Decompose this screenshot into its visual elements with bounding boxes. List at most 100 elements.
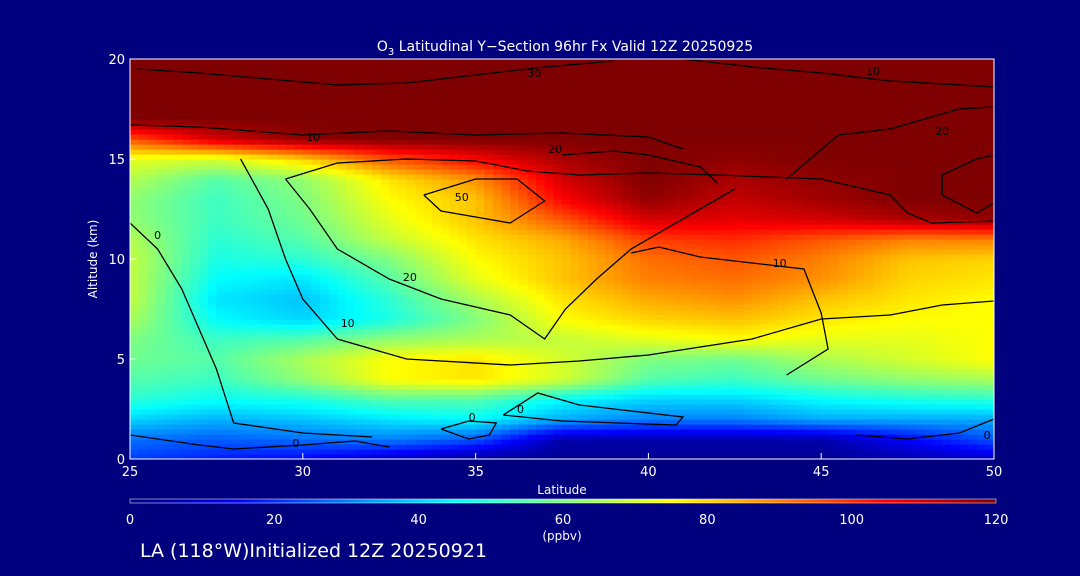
heatmap-cell [691, 344, 701, 350]
heatmap-cell [950, 254, 961, 260]
heatmap-cell [898, 424, 909, 430]
heatmap-cell [553, 209, 563, 215]
heatmap-cell [397, 409, 408, 415]
heatmap-cell [959, 404, 969, 410]
heatmap-cell [389, 324, 399, 330]
heatmap-cell [769, 374, 779, 380]
heatmap-cell [864, 419, 874, 425]
heatmap-cell [665, 434, 675, 440]
heatmap-cell [665, 284, 675, 290]
heatmap-cell [829, 359, 840, 365]
heatmap-cell [976, 334, 986, 340]
heatmap-cell [294, 214, 304, 220]
heatmap-cell [933, 279, 943, 285]
heatmap-cell [890, 429, 900, 435]
heatmap-cell [605, 384, 615, 390]
heatmap-cell [786, 274, 796, 280]
heatmap-cell [441, 409, 451, 415]
heatmap-cell [225, 404, 235, 410]
heatmap-cell [242, 264, 252, 270]
heatmap-cell [570, 209, 580, 215]
heatmap-cell [890, 384, 900, 390]
heatmap-cell [536, 244, 546, 250]
heatmap-cell [501, 354, 511, 360]
heatmap-cell [207, 374, 217, 380]
heatmap-cell [985, 389, 994, 395]
heatmap-cell [492, 404, 503, 410]
heatmap-cell [225, 349, 235, 355]
heatmap-cell [501, 419, 511, 425]
heatmap-cell [216, 364, 226, 370]
heatmap-cell [786, 364, 796, 370]
heatmap-cell [916, 444, 926, 450]
heatmap-cell [708, 259, 719, 265]
heatmap-cell [173, 319, 183, 325]
heatmap-cell [691, 394, 701, 400]
heatmap-cell [432, 384, 442, 390]
heatmap-cell [933, 239, 943, 245]
heatmap-cell [181, 399, 192, 405]
heatmap-cell [337, 259, 347, 265]
heatmap-cell [389, 244, 399, 250]
heatmap-cell [527, 284, 537, 290]
heatmap-cell [812, 404, 822, 410]
heatmap-cell [916, 269, 926, 275]
heatmap-cell [873, 314, 883, 320]
heatmap-cell [795, 239, 805, 245]
heatmap-cell [553, 314, 563, 320]
heatmap-cell [181, 284, 192, 290]
heatmap-cell [579, 324, 589, 330]
heatmap-cell [233, 349, 243, 355]
heatmap-cell [639, 379, 649, 385]
heatmap-cell [968, 284, 978, 290]
heatmap-cell [302, 434, 313, 440]
heatmap-cell [838, 419, 848, 425]
heatmap-cell [907, 359, 917, 365]
heatmap-cell [458, 254, 468, 260]
heatmap-cell [164, 414, 174, 420]
heatmap-cell [985, 264, 994, 270]
heatmap-cell [743, 439, 753, 445]
heatmap-cell [138, 304, 148, 310]
heatmap-cell [458, 234, 468, 240]
heatmap-cell [812, 399, 822, 405]
heatmap-cell [147, 419, 157, 425]
heatmap-cell [864, 424, 874, 430]
heatmap-cell [778, 414, 788, 420]
heatmap-cell [622, 274, 632, 280]
heatmap-cell [657, 344, 667, 350]
heatmap-cell [786, 304, 796, 310]
heatmap-cell [294, 309, 304, 315]
heatmap-cell [225, 214, 235, 220]
heatmap-cell [726, 419, 736, 425]
heatmap-cell [734, 264, 745, 270]
heatmap-cell [950, 279, 961, 285]
heatmap-cell [363, 409, 373, 415]
heatmap-cell [726, 449, 736, 455]
heatmap-cell [259, 389, 269, 395]
heatmap-cell [216, 399, 226, 405]
heatmap-cell [337, 244, 347, 250]
heatmap-cell [501, 339, 511, 345]
heatmap-cell [855, 454, 865, 459]
heatmap-cell [968, 254, 978, 260]
heatmap-cell [717, 319, 727, 325]
heatmap-cell [268, 394, 278, 400]
heatmap-cell [605, 344, 615, 350]
heatmap-cell [838, 259, 848, 265]
heatmap-cell [613, 339, 624, 345]
heatmap-cell [812, 389, 822, 395]
heatmap-cell [380, 454, 390, 459]
heatmap-cell [769, 439, 779, 445]
heatmap-cell [838, 274, 848, 280]
heatmap-cell [190, 279, 200, 285]
heatmap-cell [441, 329, 451, 335]
heatmap-cell [415, 359, 425, 365]
heatmap-cell [164, 334, 174, 340]
heatmap-cell [950, 299, 961, 305]
heatmap-cell [130, 389, 140, 395]
heatmap-cell [328, 379, 338, 385]
heatmap-cell [268, 254, 278, 260]
heatmap-cell [423, 424, 433, 430]
heatmap-cell [354, 234, 364, 240]
